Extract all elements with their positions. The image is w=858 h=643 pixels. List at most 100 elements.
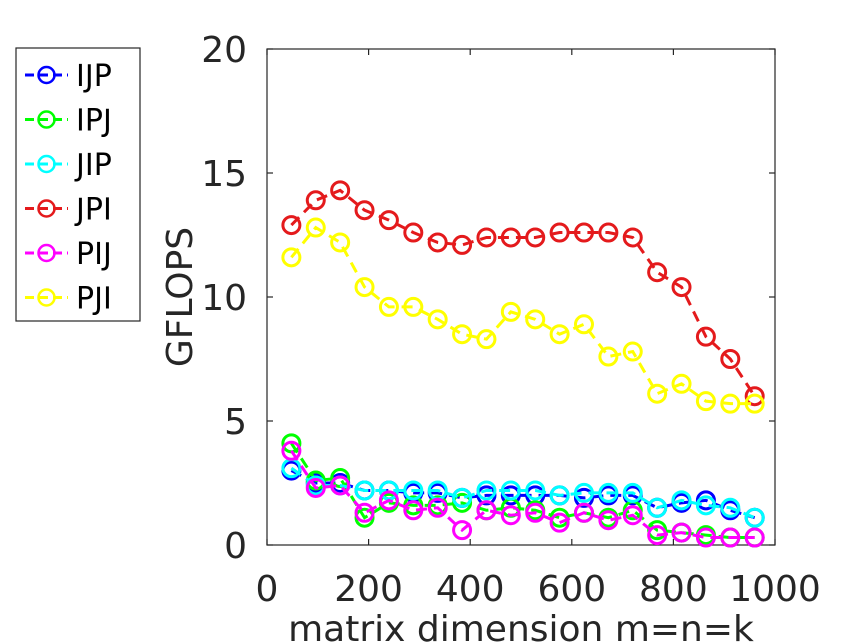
data-point [281,215,302,236]
legend: IJP IPJ JIP JPI PIJ PJI [15,47,141,322]
y-axis-label: GFLOPS [160,227,201,367]
data-point [281,247,302,268]
data-point [476,480,497,501]
plot-frame [266,48,776,546]
data-point [573,222,594,243]
x-tick-label: 400 [436,569,505,610]
y-tick-label: 20 [201,30,247,71]
data-point [476,500,497,521]
data-point [622,505,643,526]
series-pij [281,440,765,548]
data-point [598,510,619,531]
series-pji [281,217,765,414]
data-point [476,329,497,350]
data-point [452,487,473,508]
legend-label: JIP [74,148,112,183]
data-point [525,480,546,501]
series-layer [281,180,765,548]
series-line [290,449,755,540]
legend-item-ijp: IJP [25,59,112,94]
data-point [695,391,716,412]
series-line [290,469,756,520]
data-point [695,326,716,347]
legend-item-pji: PJI [25,282,112,317]
data-point [305,190,326,211]
data-point [622,341,643,362]
data-point [671,522,692,543]
data-point [354,480,375,501]
data-point [671,373,692,394]
data-point [403,222,424,243]
data-point [695,495,716,516]
legend-label: PJI [76,282,112,317]
y-tick-label: 15 [201,154,247,195]
x-tick-label: 800 [639,569,708,610]
data-point [281,440,302,461]
x-tick-label: 200 [334,569,403,610]
plot-area [266,48,776,546]
data-point [378,490,399,511]
data-point [671,490,692,511]
data-point [647,262,668,283]
data-point [403,500,424,521]
data-point [378,296,399,317]
data-point [720,349,741,369]
legend-marker [37,110,56,129]
x-axis-label: matrix dimension m=n=k [288,609,754,643]
data-point [744,507,765,528]
data-point [525,227,546,248]
data-point [378,210,399,231]
data-point [598,346,619,367]
data-point [573,502,594,523]
data-point [452,520,473,541]
data-point [305,217,326,238]
legend-label: IPJ [76,104,112,139]
y-tick-label: 0 [224,526,247,567]
data-point [647,497,668,518]
data-point [500,505,521,526]
y-tick-label: 5 [224,402,247,443]
data-point [720,393,741,414]
data-point [330,232,351,253]
data-point [695,527,716,548]
data-point [573,482,594,503]
data-point [744,386,765,407]
legend-item-ipj: IPJ [25,104,112,139]
x-tick-label: 1000 [729,569,821,610]
legend-marker [37,243,56,263]
axis-ticks: 0 200 400 600 800 1000 0 5 10 15 20 [201,30,821,610]
data-point [598,482,619,503]
data-point [622,227,643,248]
data-point [452,324,473,345]
series-line [290,225,755,406]
series-line [290,442,755,540]
data-point [452,234,473,255]
data-point [354,200,375,221]
data-point [354,277,375,298]
data-point [427,497,448,518]
data-point [330,475,351,496]
data-point [573,314,594,335]
data-point [671,277,692,298]
data-point [476,227,497,248]
data-point [525,502,546,523]
x-tick-label: 0 [256,569,279,610]
legend-label: IJP [76,59,112,94]
x-tick-label: 600 [537,569,606,610]
data-point [525,309,546,330]
legend-marker [37,288,56,307]
data-point [500,480,521,501]
legend-item-pij: PIJ [25,237,112,272]
data-point [622,482,643,503]
legend-marker [37,154,56,174]
legend-item-jpi: JPI [25,193,112,228]
data-point [403,296,424,317]
legend-marker [37,199,56,218]
legend-item-jip: JIP [25,148,112,183]
y-tick-label: 10 [201,278,247,319]
data-point [305,477,326,498]
data-point [354,502,375,523]
data-point [647,383,668,404]
data-point [598,222,619,243]
